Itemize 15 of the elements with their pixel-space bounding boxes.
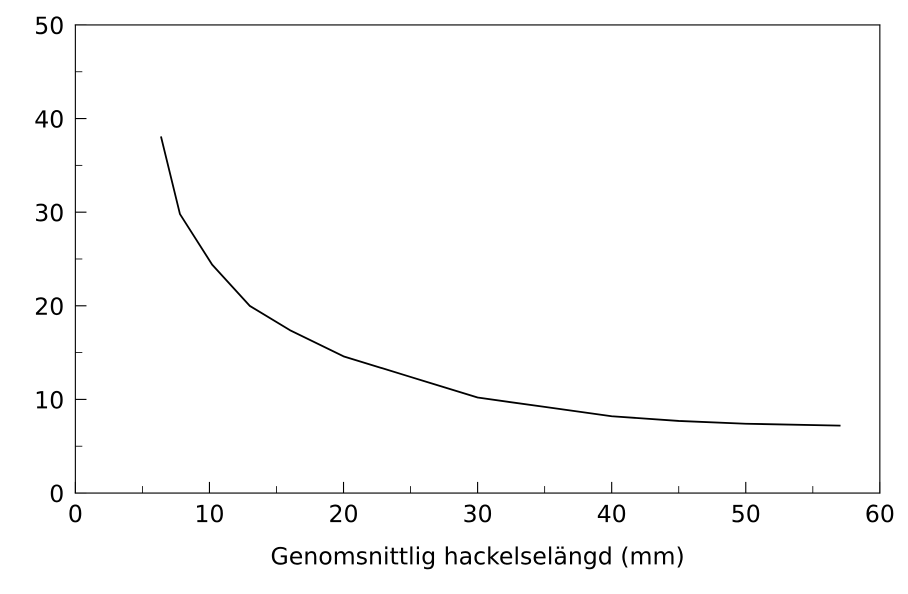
x-axis-title: Genomsnittlig hackelselängd (mm): [272, 546, 683, 570]
x-tick-label: 20: [330, 504, 357, 522]
y-tick-label: 30: [36, 204, 63, 222]
x-tick-label: 10: [197, 504, 223, 522]
line-series: [160, 136, 841, 427]
y-tick-label: 20: [36, 297, 63, 316]
y-tick-label: 10: [36, 390, 63, 409]
y-tick-label: 50: [36, 16, 63, 34]
y-tick-label: 40: [35, 110, 63, 128]
x-tick-label: 50: [732, 504, 760, 522]
x-tick-label: 0: [69, 504, 82, 522]
y-tick-label: 0: [50, 484, 63, 502]
x-tick-label: 40: [598, 504, 626, 522]
x-tick-label: 30: [464, 504, 492, 522]
x-tick-label: 60: [866, 504, 894, 522]
